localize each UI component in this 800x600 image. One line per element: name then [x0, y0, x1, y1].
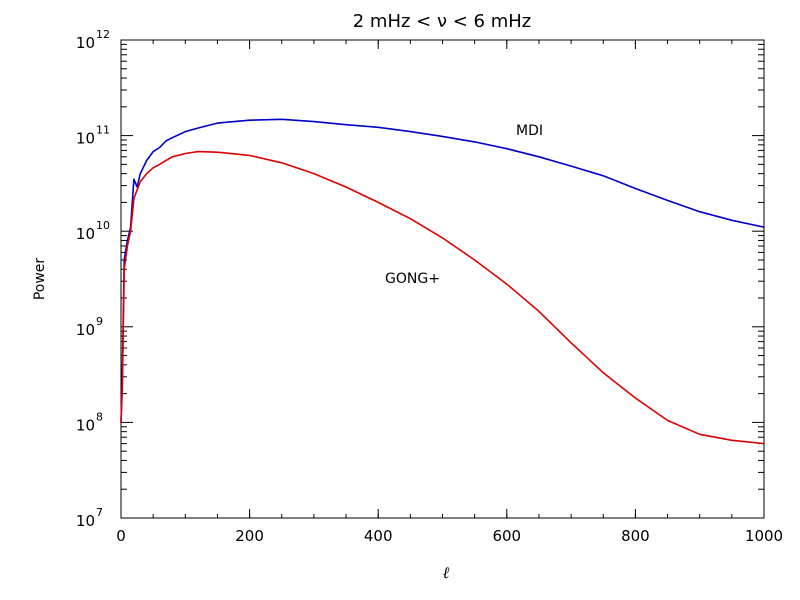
y-tick-exponent: 10 — [96, 219, 110, 232]
y-tick-label: 10 — [76, 225, 95, 243]
y-tick-label: 10 — [76, 416, 95, 434]
x-tick-label: 400 — [364, 527, 393, 545]
plot-frame — [120, 39, 765, 519]
y-tick-label: 10 — [76, 321, 95, 339]
x-tick-label: 600 — [492, 527, 521, 545]
y-tick-exponent: 9 — [96, 315, 103, 328]
x-axis-ticks: 0 200 400 600 800 1000 — [116, 40, 783, 545]
x-tick-label: 0 — [116, 527, 126, 545]
y-tick-label: 10 — [76, 34, 95, 52]
y-tick-label: 10 — [76, 512, 95, 530]
x-axis-label: ℓ — [443, 563, 450, 582]
y-tick-exponent: 8 — [96, 410, 103, 423]
series-line-gong — [120, 150, 765, 445]
x-tick-label: 1000 — [745, 527, 783, 545]
y-tick-label: 10 — [76, 130, 95, 148]
x-tick-label: 200 — [235, 527, 264, 545]
x-tick-label: 800 — [621, 527, 650, 545]
y-axis-label: Power — [32, 258, 48, 301]
series-label-gong: GONG+ — [385, 271, 440, 287]
series-line-mdi — [120, 118, 765, 423]
y-tick-exponent: 11 — [96, 124, 110, 137]
y-tick-exponent: 12 — [96, 28, 110, 41]
series-label-mdi: MDI — [516, 123, 543, 139]
series-layer — [120, 118, 765, 445]
y-tick-exponent: 7 — [96, 506, 103, 519]
chart-title: 2 mHz < ν < 6 mHz — [353, 11, 532, 32]
